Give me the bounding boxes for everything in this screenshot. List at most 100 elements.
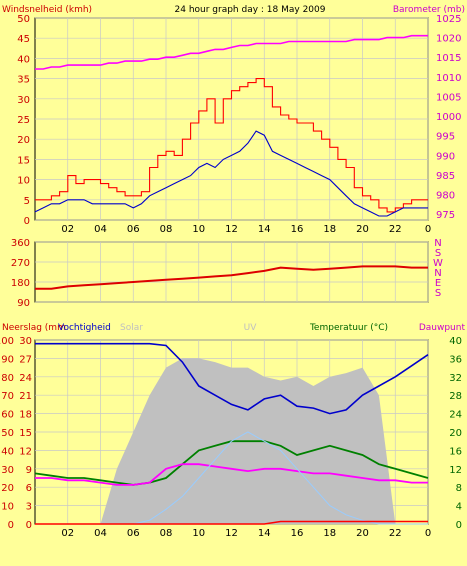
rain-ytick-label: 9: [26, 465, 32, 476]
series-wind_gust: [35, 78, 428, 213]
temp-ytick-label: 32: [449, 373, 462, 384]
wind-xtick-label: 04: [94, 224, 107, 235]
temp-ytick-label: 12: [449, 465, 462, 476]
rain-ytick-label: 15: [19, 428, 32, 439]
rain-ytick-label: 21: [19, 391, 32, 402]
humidity-ytick-label: 50: [1, 428, 14, 439]
temp-ytick-label: 28: [449, 391, 462, 402]
direction-compass-label: N: [434, 268, 441, 279]
baro-ytick-label: 1025: [436, 14, 461, 25]
humidity-ytick-label: 60: [1, 410, 14, 421]
humidity-xtick-label: 02: [61, 528, 74, 539]
temp-ytick-label: 24: [449, 410, 462, 421]
rain-ytick-label: 30: [19, 336, 32, 347]
baro-ytick-label: 995: [436, 132, 455, 143]
humidity-ytick-label: 70: [1, 391, 14, 402]
humidity-xtick-label: 04: [94, 528, 107, 539]
wind-ytick-label: 50: [17, 14, 30, 25]
wind-ytick-label: 20: [17, 135, 30, 146]
wind-xtick-label: 16: [291, 224, 304, 235]
wind-xtick-label: 18: [323, 224, 336, 235]
wind-ytick-label: 40: [17, 54, 30, 65]
humidity-ytick-label: 20: [1, 483, 14, 494]
rain-ytick-label: 27: [19, 354, 32, 365]
humidity-xtick-label: 20: [356, 528, 369, 539]
baro-ytick-label: 980: [436, 191, 455, 202]
wind-xtick-label: 02: [61, 224, 74, 235]
humidity-xtick-label: 10: [192, 528, 205, 539]
humidity-xtick-label: 0: [425, 528, 431, 539]
humidity-xtick-label: 16: [291, 528, 304, 539]
baro-ytick-label: 1015: [436, 53, 461, 64]
rain-ytick-label: 0: [26, 520, 32, 531]
direction-ytick-label: 90: [17, 298, 30, 309]
direction-ytick-label: 270: [11, 258, 30, 269]
humidity-ytick-label: 40: [1, 446, 14, 457]
label-temperatuur: Temperatuur (°C): [309, 323, 388, 333]
temp-ytick-label: 16: [449, 446, 462, 457]
humidity-ytick-label: 30: [1, 465, 14, 476]
series-rain: [35, 520, 428, 525]
series-barometer: [35, 34, 428, 70]
wind-xtick-label: 06: [127, 224, 140, 235]
direction-ytick-label: 180: [11, 278, 30, 289]
rain-ytick-label: 6: [26, 483, 32, 494]
baro-ytick-label: 1005: [436, 92, 461, 103]
humidity-xtick-label: 18: [323, 528, 336, 539]
wind-xtick-label: 12: [225, 224, 238, 235]
header-left-label: Windsnelheid (kmh): [2, 5, 92, 15]
temp-ytick-label: 20: [449, 428, 462, 439]
rain-ytick-label: 24: [19, 373, 32, 384]
label-dauwpunt: Dauwpunt: [419, 323, 466, 333]
baro-ytick-label: 975: [436, 210, 455, 221]
humidity-xtick-label: 14: [258, 528, 271, 539]
direction-compass-label: N: [434, 238, 441, 249]
baro-ytick-label: 1000: [436, 112, 461, 123]
wind-ytick-label: 30: [17, 95, 30, 106]
baro-ytick-label: 990: [436, 151, 455, 162]
series-humidity: [35, 342, 429, 415]
humidity-xtick-label: 12: [225, 528, 238, 539]
wind-xtick-label: 22: [389, 224, 402, 235]
wind-ytick-label: 5: [24, 196, 30, 207]
wind-ytick-label: 25: [17, 115, 30, 126]
series-dewpoint: [35, 463, 428, 486]
wind-xtick-label: 0: [425, 224, 431, 235]
label-solar: Solar: [120, 323, 143, 333]
header-right-label: Barometer (mb): [393, 5, 465, 15]
humidity-ytick-label: 100: [0, 336, 14, 347]
humidity-ytick-label: 10: [1, 502, 14, 513]
label-uv: UV: [244, 323, 258, 333]
header-title: 24 hour graph day : 18 May 2009: [175, 5, 326, 15]
rain-ytick-label: 18: [19, 410, 32, 421]
temp-ytick-label: 4: [456, 502, 462, 513]
temp-ytick-label: 8: [456, 483, 462, 494]
humidity-xtick-label: 08: [160, 528, 173, 539]
humidity-ytick-label: 0: [8, 520, 14, 531]
temp-ytick-label: 40: [449, 336, 462, 347]
humidity-xtick-label: 06: [127, 528, 140, 539]
wind-xtick-label: 08: [160, 224, 173, 235]
humidity-ytick-label: 90: [1, 354, 14, 365]
direction-compass-label: S: [435, 288, 441, 299]
direction-compass-label: W: [433, 258, 443, 269]
baro-ytick-label: 985: [436, 171, 455, 182]
direction-ytick-label: 360: [11, 238, 30, 249]
baro-ytick-label: 1010: [436, 73, 461, 84]
temp-ytick-label: 0: [456, 520, 462, 531]
temp-ytick-label: 36: [449, 354, 462, 365]
rain-ytick-label: 3: [26, 502, 32, 513]
humidity-xtick-label: 22: [389, 528, 402, 539]
wind-xtick-label: 10: [192, 224, 205, 235]
humidity-ytick-label: 80: [1, 373, 14, 384]
wind-xtick-label: 14: [258, 224, 271, 235]
label-vochtigheid: Vochtigheid: [58, 323, 111, 333]
wind-ytick-label: 35: [17, 75, 30, 86]
direction-compass-label: S: [435, 248, 441, 259]
wind-ytick-label: 15: [17, 155, 30, 166]
label-neerslag: Neerslag (mm: [2, 323, 66, 333]
series-wind_avg: [34, 130, 428, 217]
direction-compass-label: E: [435, 278, 441, 289]
wind-ytick-label: 0: [24, 216, 30, 227]
